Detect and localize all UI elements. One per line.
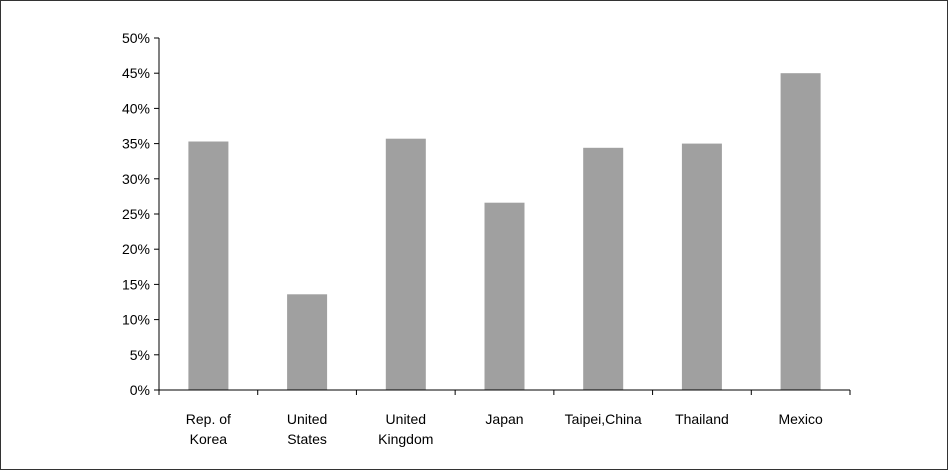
bar-5 <box>681 143 722 390</box>
y-tick-label-6: 30% <box>122 171 150 187</box>
y-tick-label-4: 20% <box>122 241 150 257</box>
bar-2 <box>385 138 426 390</box>
x-tick-label-2: United Kingdom <box>378 411 433 447</box>
bar-6 <box>780 73 821 390</box>
y-tick-label-0: 0% <box>130 382 150 398</box>
y-tick-label-8: 40% <box>122 100 150 116</box>
y-tick-label-10: 50% <box>122 30 150 46</box>
x-tick-label-1: United States <box>287 411 327 447</box>
x-tick-label-5: Thailand <box>675 411 729 427</box>
x-tick-label-0: Rep. of Korea <box>186 411 231 447</box>
bar-0 <box>188 141 229 390</box>
x-tick-label-3: Japan <box>485 411 523 427</box>
bar-1 <box>287 294 328 390</box>
y-tick-label-2: 10% <box>122 312 150 328</box>
bars-group <box>188 73 821 390</box>
x-ticks-group: Rep. of Korea United States United Kingdom Jap… <box>158 390 851 447</box>
y-tick-label-3: 15% <box>122 276 150 292</box>
y-tick-label-9: 45% <box>122 65 150 81</box>
y-tick-label-5: 25% <box>122 206 150 222</box>
x-tick-label-4: Taipei,China <box>565 411 642 427</box>
bar-3 <box>484 202 525 390</box>
y-ticks-group: 0% 5% 10% 15% 20% 25% 30% 35% 40% 45% 50% <box>122 30 159 398</box>
y-tick-label-7: 35% <box>122 136 150 152</box>
bar-4 <box>583 147 624 390</box>
x-tick-label-6: Mexico <box>778 411 823 427</box>
y-tick-label-1: 5% <box>130 347 150 363</box>
